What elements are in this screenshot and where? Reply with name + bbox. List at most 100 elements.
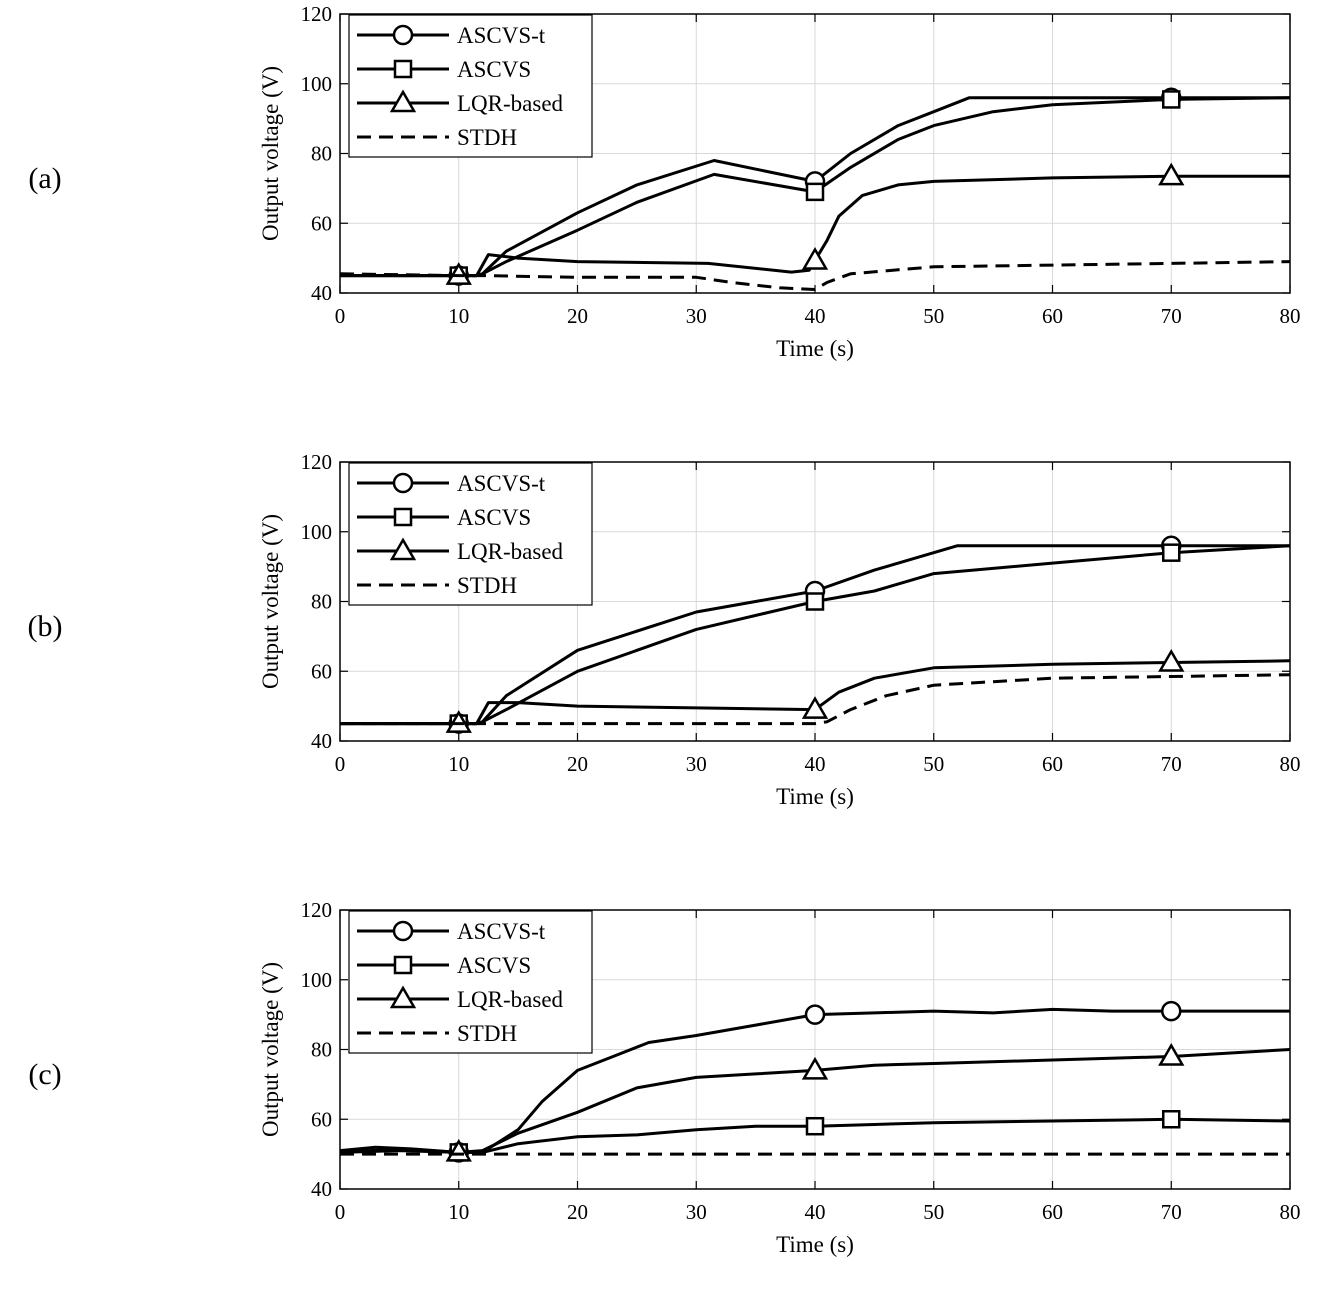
x-tick-label: 40 — [805, 304, 826, 328]
series-line — [339, 1048, 1291, 1154]
legend-circle-icon — [392, 24, 414, 46]
data-point-triangle-marker — [1158, 649, 1185, 672]
data-point-triangle-marker — [801, 696, 829, 719]
y-tick-label: 120 — [301, 2, 333, 26]
legend-square-icon — [393, 507, 413, 527]
data-point-triangle-marker — [801, 246, 829, 270]
y-tick-label: 80 — [311, 1038, 332, 1062]
x-tick-label: 50 — [923, 1200, 944, 1224]
x-tick-label: 80 — [1280, 304, 1301, 328]
x-tick-label: 10 — [448, 752, 469, 776]
legend-item: STDH — [357, 125, 517, 150]
legend-box — [348, 910, 593, 1054]
x-tick-label: 70 — [1161, 752, 1182, 776]
legend: ASCVS-t ASCVS LQR-based STDH — [348, 14, 593, 158]
x-tick-label: 10 — [448, 304, 469, 328]
data-point-square-marker — [805, 182, 825, 202]
data-point-circle-marker — [1161, 1000, 1182, 1022]
y-tick-label: 80 — [311, 142, 332, 166]
legend-item: LQR-based — [357, 89, 564, 116]
data-point-circle-marker — [804, 1004, 826, 1025]
series-stdh — [339, 260, 1291, 291]
x-tick-label: 60 — [1042, 304, 1063, 328]
legend-label: ASCVS-t — [457, 919, 546, 944]
data-point-square-marker — [805, 1116, 825, 1136]
chart-panel-2: (b) 0 10 20 30 40 50 60 70 80 40 60 80 100 120 Time (s)… — [28, 450, 1301, 809]
x-tick-label: 80 — [1280, 752, 1301, 776]
data-point-triangle-marker — [445, 710, 472, 733]
data-point-square-marker — [1162, 90, 1181, 109]
series-lqr-based — [339, 1042, 1291, 1162]
legend: ASCVS-t ASCVS LQR-based STDH — [348, 910, 593, 1054]
x-tick-label: 10 — [448, 1200, 469, 1224]
legend-label: LQR-based — [457, 987, 564, 1012]
series-line — [340, 673, 1291, 726]
legend-triangle-icon — [389, 89, 417, 113]
x-tick-label: 20 — [567, 304, 588, 328]
y-tick-label: 60 — [311, 1107, 332, 1131]
y-tick-label: 100 — [301, 72, 333, 96]
data-point-square-marker — [1162, 1110, 1181, 1129]
data-point-square-marker — [805, 592, 825, 611]
legend-label: LQR-based — [457, 91, 564, 116]
legend-item: ASCVS-t — [357, 919, 546, 944]
y-axis-label: Output voltage (V) — [258, 962, 283, 1137]
legend-item: STDH — [357, 573, 517, 598]
x-tick-label: 70 — [1161, 1200, 1182, 1224]
legend-triangle-icon — [389, 985, 417, 1009]
data-point-triangle-marker — [445, 1138, 472, 1162]
x-tick-label: 50 — [923, 752, 944, 776]
x-tick-label: 0 — [335, 1200, 346, 1224]
y-axis-label: Output voltage (V) — [258, 514, 283, 689]
y-axis-label: Output voltage (V) — [258, 66, 283, 241]
panel-label: (a) — [28, 162, 61, 195]
panel-label: (c) — [28, 1058, 61, 1091]
legend-square-icon — [393, 59, 413, 79]
legend-label: ASCVS — [457, 953, 531, 978]
x-tick-label: 20 — [567, 752, 588, 776]
legend-box — [348, 14, 593, 158]
y-tick-label: 100 — [301, 520, 333, 544]
legend: ASCVS-t ASCVS LQR-based STDH — [348, 462, 593, 606]
x-tick-label: 60 — [1042, 752, 1063, 776]
x-axis-label: Time (s) — [776, 1232, 854, 1257]
x-tick-label: 20 — [567, 1200, 588, 1224]
legend-circle-icon — [392, 472, 414, 494]
y-tick-label: 120 — [301, 450, 333, 474]
y-tick-label: 100 — [301, 968, 333, 992]
legend-label: LQR-based — [457, 539, 564, 564]
series-stdh — [340, 673, 1291, 726]
series-line — [340, 174, 1290, 278]
legend-label: STDH — [457, 125, 517, 150]
x-tick-label: 30 — [686, 1200, 707, 1224]
legend-label: STDH — [457, 573, 517, 598]
chart-panel-3: (c) 0 10 20 30 40 50 60 70 80 40 60 80 100 120 Time (s)… — [28, 898, 1300, 1257]
x-axis-label: Time (s) — [776, 336, 854, 361]
legend-triangle-icon — [389, 537, 417, 561]
x-tick-label: 0 — [335, 752, 346, 776]
chart-panel-1: (a) 0 10 20 30 40 50 60 70 80 40 60 80 100 120 Time (s)… — [28, 2, 1300, 361]
legend-item: LQR-based — [357, 985, 564, 1012]
y-tick-label: 60 — [311, 659, 332, 683]
legend-item: ASCVS — [357, 505, 531, 530]
legend-item: ASCVS — [357, 57, 531, 82]
x-tick-label: 0 — [335, 304, 346, 328]
legend-item: LQR-based — [357, 537, 564, 564]
legend-label: ASCVS-t — [457, 471, 546, 496]
x-tick-label: 50 — [923, 304, 944, 328]
legend-item: ASCVS-t — [357, 471, 546, 496]
series-line — [339, 260, 1291, 291]
legend-item: ASCVS-t — [357, 23, 546, 48]
x-tick-label: 40 — [805, 1200, 826, 1224]
x-tick-label: 60 — [1042, 1200, 1063, 1224]
panel-label: (b) — [28, 610, 63, 643]
legend-square-icon — [393, 955, 413, 975]
legend-box — [348, 462, 593, 606]
x-axis-label: Time (s) — [776, 784, 854, 809]
series-lqr-based — [340, 649, 1291, 733]
y-tick-label: 80 — [311, 590, 332, 614]
y-tick-label: 40 — [311, 729, 332, 753]
x-tick-label: 80 — [1280, 1200, 1301, 1224]
data-point-triangle-marker — [1158, 162, 1185, 186]
